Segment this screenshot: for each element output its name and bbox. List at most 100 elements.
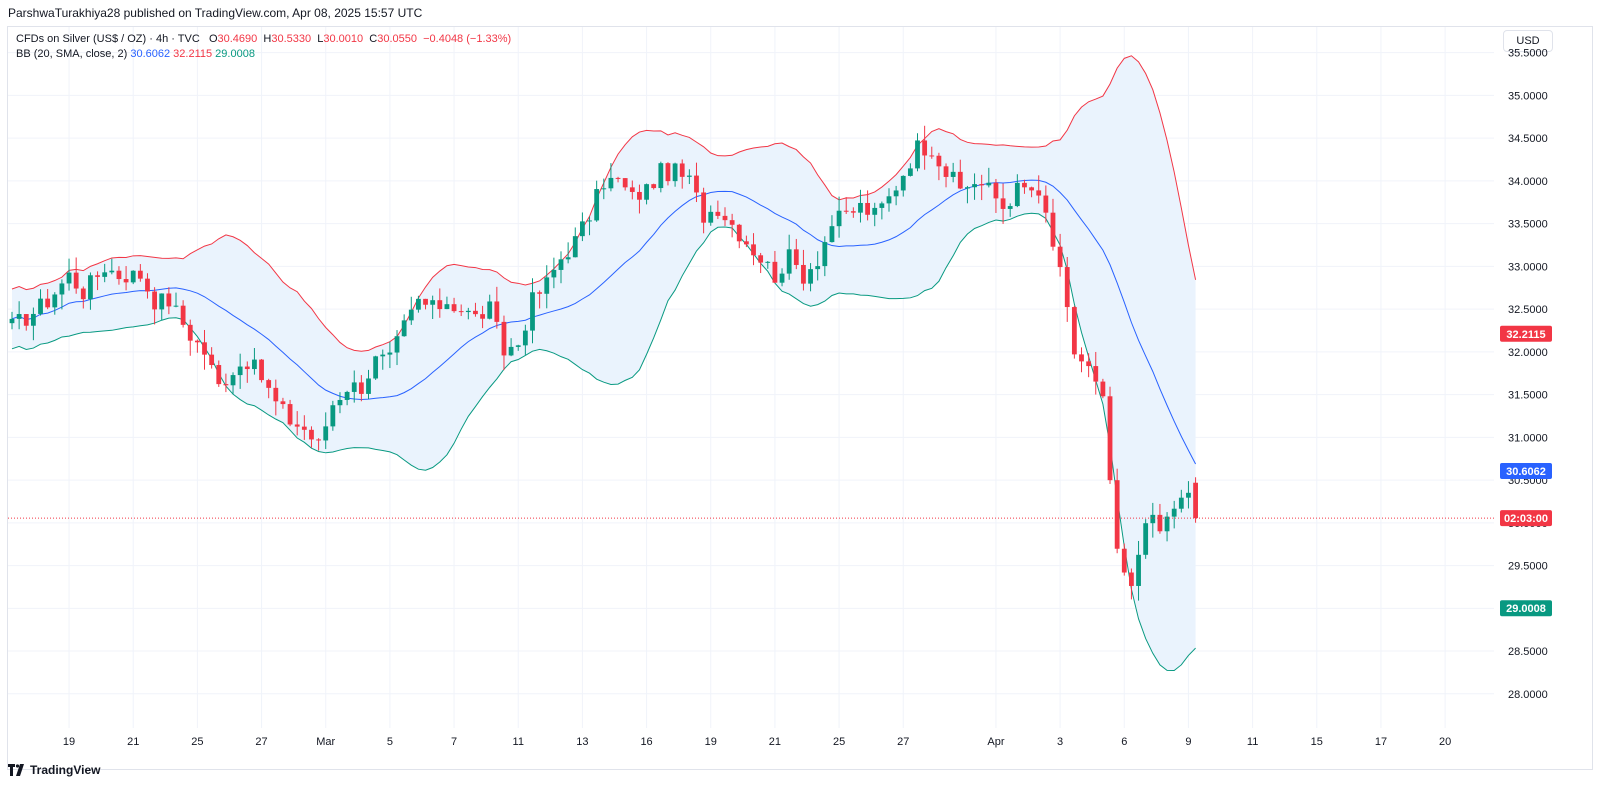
candle[interactable] [637,184,642,214]
candle[interactable] [373,355,379,380]
candle[interactable] [622,177,628,191]
candle[interactable] [1014,174,1020,208]
symbol-name[interactable]: CFDs on Silver (US$ / OZ) · 4h · TVC [16,33,200,45]
candle[interactable] [1029,186,1034,198]
candle[interactable] [95,271,100,291]
candle[interactable] [252,348,257,375]
candle[interactable] [387,341,393,369]
candle[interactable] [708,205,714,226]
candle[interactable] [615,176,621,183]
candle[interactable] [30,307,36,341]
candle[interactable] [915,133,920,172]
candle[interactable] [266,378,272,399]
candle[interactable] [793,238,799,270]
candle[interactable] [259,359,264,383]
candle[interactable] [316,438,321,451]
candle[interactable] [644,183,649,205]
candle[interactable] [230,372,236,395]
candle[interactable] [380,349,386,370]
candle[interactable] [1043,185,1049,223]
candle[interactable] [166,287,172,315]
candle[interactable] [223,373,229,393]
candle[interactable] [1036,175,1042,204]
candle[interactable] [487,294,493,320]
candle[interactable] [686,169,692,185]
candle[interactable] [294,411,300,436]
candle[interactable] [972,173,977,200]
candle[interactable] [679,159,685,189]
candle[interactable] [1193,477,1198,523]
candle[interactable] [194,339,200,353]
candle[interactable] [580,212,585,242]
bb-indicator-label[interactable]: BB (20, SMA, close, 2) [16,48,128,60]
candle[interactable] [986,167,992,188]
candle[interactable] [494,286,500,329]
candle[interactable] [544,265,550,309]
candle[interactable] [237,353,243,389]
candle[interactable] [722,207,728,227]
candle[interactable] [1050,198,1056,251]
candle[interactable] [943,163,949,188]
candle[interactable] [273,379,279,416]
candle[interactable] [38,289,43,316]
candle[interactable] [843,197,849,214]
candle[interactable] [1157,503,1163,534]
candle[interactable] [451,297,457,313]
candle[interactable] [1057,233,1063,277]
candle[interactable] [929,146,935,159]
candle[interactable] [287,399,293,427]
candle[interactable] [1164,512,1170,542]
candle[interactable] [16,301,22,330]
candle[interactable] [280,397,286,409]
candle[interactable] [1186,481,1191,509]
candle[interactable] [59,279,65,310]
candle[interactable] [458,304,464,317]
candle[interactable] [109,258,115,275]
candle[interactable] [394,330,400,366]
candle[interactable] [480,305,485,329]
candle[interactable] [1171,500,1177,529]
candle[interactable] [729,213,735,238]
candle[interactable] [152,287,157,325]
candle[interactable] [979,174,985,201]
candle[interactable] [244,361,250,383]
candle[interactable] [736,223,742,249]
candle[interactable] [501,315,507,371]
candle[interactable] [522,324,528,355]
candle[interactable] [658,161,664,193]
candle[interactable] [1064,256,1070,322]
candle[interactable] [130,270,136,285]
candle[interactable] [515,344,521,351]
candle[interactable] [1121,543,1127,576]
candle[interactable] [629,180,635,200]
candle[interactable] [173,292,179,308]
candle[interactable] [936,152,942,181]
candle[interactable] [116,266,122,285]
candle[interactable] [850,207,856,218]
candle[interactable] [558,251,564,284]
candle[interactable] [23,314,29,331]
candle[interactable] [965,185,970,204]
candle[interactable] [751,233,756,266]
candle[interactable] [957,159,963,190]
candle[interactable] [651,183,657,190]
candle[interactable] [594,180,600,222]
candle[interactable] [815,251,821,281]
candle[interactable] [1143,519,1149,559]
candle[interactable] [893,185,899,206]
candle[interactable] [301,415,307,440]
candle[interactable] [601,178,607,200]
candle[interactable] [508,338,514,357]
candle[interactable] [330,400,336,431]
candle[interactable] [608,163,614,192]
candle[interactable] [1022,179,1027,194]
candle[interactable] [743,235,749,248]
candle[interactable] [950,162,956,183]
candle[interactable] [808,263,813,292]
candle[interactable] [1071,305,1077,359]
candle[interactable] [408,296,414,325]
candle[interactable] [672,162,678,187]
candle[interactable] [715,200,721,220]
candle[interactable] [66,258,72,291]
